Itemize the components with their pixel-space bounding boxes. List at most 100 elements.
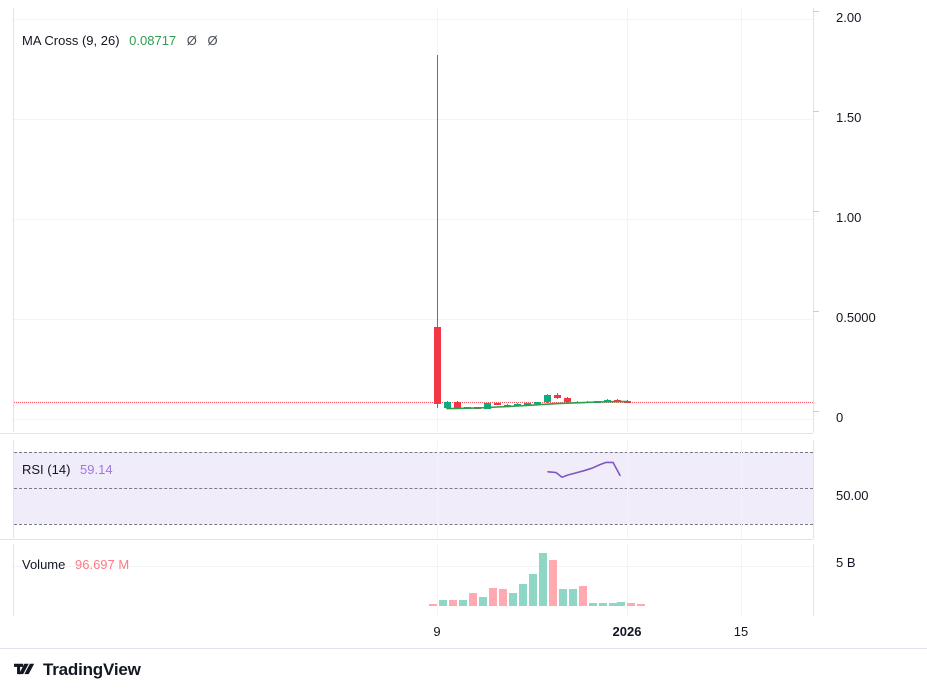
price-pane-legend[interactable]: MA Cross (9, 26) 0.08717 Ø Ø bbox=[22, 33, 218, 48]
axis-tick-100 bbox=[813, 211, 819, 212]
volume-bar bbox=[459, 600, 467, 606]
volume-pane[interactable]: Volume 96.697 M bbox=[0, 544, 813, 616]
axis-label-200: 2.00 bbox=[836, 10, 862, 25]
volume-bar bbox=[569, 589, 577, 606]
rsi-legend-value: 59.14 bbox=[80, 462, 113, 477]
volume-bar bbox=[469, 592, 477, 606]
volume-bar bbox=[439, 600, 447, 606]
rsi-legend-params: (14) bbox=[47, 462, 71, 477]
candle-body bbox=[544, 395, 551, 402]
rsi-gridline-time-2026 bbox=[627, 440, 628, 538]
candle-body bbox=[554, 395, 561, 399]
volume-bar bbox=[499, 589, 507, 606]
candle-body bbox=[434, 327, 441, 404]
gridline-time-15 bbox=[741, 8, 742, 432]
volume-pane-left-border bbox=[13, 544, 14, 616]
candle-wick bbox=[437, 55, 438, 408]
volume-bar bbox=[599, 603, 607, 606]
ma-cross-legend-name: MA Cross bbox=[22, 33, 79, 48]
gridline-time-2026 bbox=[627, 8, 628, 432]
time-label-15: 15 bbox=[733, 624, 749, 639]
volume-series[interactable] bbox=[0, 544, 813, 616]
tradingview-logo[interactable]: TradingView bbox=[14, 660, 141, 680]
volume-bar bbox=[559, 589, 567, 606]
candle-body bbox=[484, 403, 491, 409]
axis-label-050: 0.5000 bbox=[836, 310, 876, 325]
price-pane-left-border bbox=[13, 8, 14, 432]
volume-bar bbox=[529, 574, 537, 606]
gridline-price-100 bbox=[14, 219, 813, 220]
axis-label-rsi-50: 50.00 bbox=[836, 488, 869, 503]
last-price-line bbox=[14, 402, 813, 403]
rsi-level-50 bbox=[14, 488, 813, 489]
rsi-gridline-time-15 bbox=[741, 440, 742, 538]
gridline-price-050 bbox=[14, 319, 813, 320]
footer: TradingView bbox=[0, 648, 927, 694]
pane-separator-price-rsi[interactable] bbox=[0, 433, 927, 434]
axis-label-150: 1.50 bbox=[836, 110, 862, 125]
volume-bar bbox=[479, 597, 487, 606]
axis-tick-150 bbox=[813, 111, 819, 112]
price-pane[interactable]: MA Cross (9, 26) 0.08717 Ø Ø bbox=[0, 8, 813, 432]
time-axis[interactable]: 9 2026 15 bbox=[0, 616, 927, 648]
price-axis[interactable]: 2.00 1.50 1.00 0.5000 0 0.08717 0.08638 … bbox=[813, 0, 927, 693]
rsi-legend-name: RSI bbox=[22, 462, 44, 477]
volume-axis-separator bbox=[813, 544, 814, 616]
axis-tick-050 bbox=[813, 311, 819, 312]
pane-separator-rsi-volume[interactable] bbox=[0, 539, 927, 540]
rsi-line bbox=[547, 461, 621, 479]
volume-pane-legend[interactable]: Volume 96.697 M bbox=[22, 557, 129, 572]
candle-body bbox=[444, 402, 451, 408]
tradingview-logo-icon bbox=[14, 663, 35, 674]
volume-bar bbox=[519, 583, 527, 606]
rsi-gridline-time-9 bbox=[437, 440, 438, 538]
volume-gridline-time-15 bbox=[741, 544, 742, 616]
volume-bar bbox=[509, 592, 517, 606]
volume-legend-value: 96.697 M bbox=[75, 557, 130, 572]
candle-body bbox=[604, 399, 611, 402]
rsi-level-30 bbox=[14, 524, 813, 525]
volume-bar bbox=[627, 603, 635, 606]
candle-body bbox=[564, 398, 571, 403]
volume-gridline-time-2026 bbox=[627, 544, 628, 616]
gridline-price-150 bbox=[14, 119, 813, 120]
volume-bar bbox=[617, 602, 625, 606]
volume-bar bbox=[579, 586, 587, 606]
price-axis-separator bbox=[813, 8, 814, 433]
ma-cross-legend-value: 0.08717 bbox=[129, 33, 177, 48]
ma-cross-line bbox=[446, 400, 628, 410]
axis-label-000: 0 bbox=[836, 410, 844, 425]
gridline-volume-5b bbox=[14, 566, 813, 567]
volume-bar bbox=[429, 603, 437, 606]
candle-body bbox=[534, 402, 541, 404]
gridline-price-200 bbox=[14, 19, 813, 20]
ma-cross-legend-extra-1: Ø bbox=[186, 33, 197, 48]
candle-body bbox=[454, 402, 461, 408]
volume-bar bbox=[449, 600, 457, 606]
rsi-pane[interactable]: RSI (14) 59.14 bbox=[0, 440, 813, 538]
candle-body bbox=[514, 403, 521, 406]
volume-bar bbox=[489, 587, 497, 606]
rsi-axis-separator bbox=[813, 440, 814, 539]
time-label-9: 9 bbox=[433, 624, 441, 639]
candle-body bbox=[524, 403, 531, 405]
rsi-pane-left-border bbox=[13, 440, 14, 538]
ma-cross-legend-params: (9, 26) bbox=[81, 33, 120, 48]
volume-legend-name: Volume bbox=[22, 557, 66, 572]
time-label-2026: 2026 bbox=[612, 624, 642, 639]
candle-body bbox=[494, 403, 501, 405]
axis-label-100: 1.00 bbox=[836, 210, 862, 225]
volume-bar bbox=[589, 603, 597, 606]
rsi-pane-legend[interactable]: RSI (14) 59.14 bbox=[22, 462, 113, 477]
volume-bar bbox=[539, 552, 547, 606]
candle-body bbox=[614, 399, 621, 402]
tradingview-logo-text: TradingView bbox=[43, 660, 141, 679]
volume-bar bbox=[549, 560, 557, 606]
axis-label-volume-5b: 5 B bbox=[836, 555, 856, 570]
ma-cross-legend-extra-2: Ø bbox=[207, 33, 218, 48]
rsi-level-70 bbox=[14, 452, 813, 453]
volume-bar bbox=[609, 603, 617, 606]
gridline-price-000 bbox=[14, 419, 813, 420]
candle-body bbox=[504, 405, 511, 407]
